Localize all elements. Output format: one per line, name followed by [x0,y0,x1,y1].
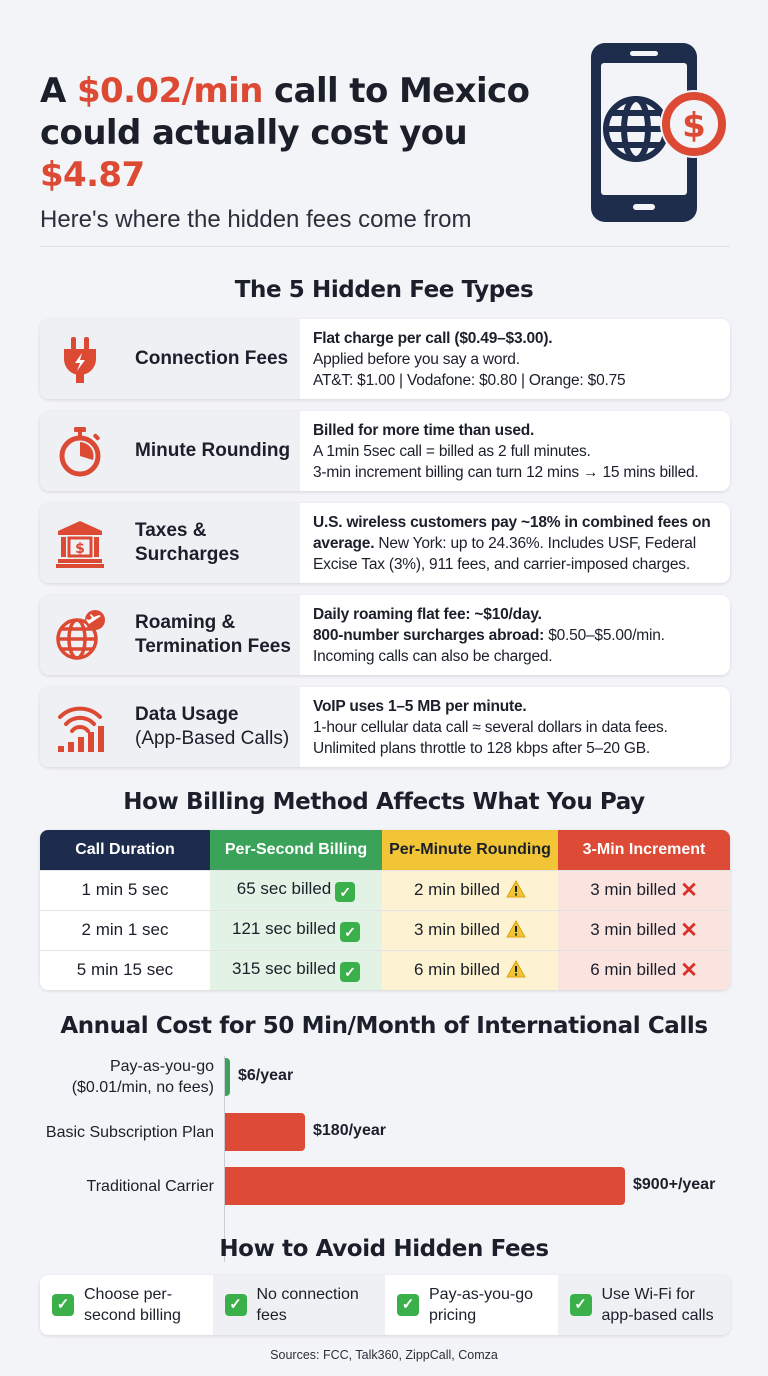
fee-label: Data Usage (App-Based Calls) [135,704,290,749]
fee-description: VoIP uses 1–5 MB per minute. 1-hour cell… [313,697,668,757]
tip-item: ✓ Pay-as-you-go pricing [385,1275,558,1335]
table-cell: 2 min 1 sec [40,909,210,950]
fee-card-connection: Connection Fees Flat charge per call ($0… [40,319,730,399]
svg-text:$: $ [682,106,706,146]
check-icon: ✓ [335,881,356,902]
table-cell: 1 min 5 sec [40,869,210,910]
bar-category-label: Pay-as-you-go ($0.01/min, no fees) [71,1058,214,1096]
table-cell: 6 min billed ✕ [558,949,730,990]
column-header: Call Duration [40,830,210,870]
table-header-row: Call Duration Per-Second Billing Per-Min… [40,830,730,870]
fee-label: Connection Fees [135,348,289,369]
fee-label: Minute Rounding [135,440,291,461]
title-highlight-rate: $0.02/min [76,71,263,111]
tip-item: ✓ Choose per-second billing [40,1275,213,1335]
check-icon: ✓ [397,1294,419,1316]
check-icon: ✓ [224,1294,247,1316]
bar-row: Traditional Carrier $900+/year [0,1167,768,1205]
warning-icon [506,880,526,898]
check-icon: ✓ [569,1294,592,1316]
bar-row: Basic Subscription Plan $180/year [0,1113,768,1151]
bank-icon: $ [56,521,104,568]
column-header: 3-Min Increment [558,830,730,870]
sources: Sources: FCC, Talk360, ZippCall, Comza [270,1348,498,1362]
globe-plane-icon [56,610,105,660]
table-row: 5 min 15 sec 315 sec billed ✓ 6 min bille… [40,949,730,990]
warning-icon [506,960,526,978]
avoid-title: How to Avoid Hidden Fees [219,1236,549,1262]
bar-category-label: Basic Subscription Plan [45,1123,214,1141]
table-row: 1 min 5 sec 65 sec billed ✓ 2 min billed … [40,869,730,910]
check-icon: ✓ [339,961,360,982]
bar-value-label: $900+/year [633,1176,716,1193]
fee-label: Taxes & Surcharges [135,520,240,565]
cross-icon: ✕ [680,879,698,902]
fee-description: Billed for more time than used. A 1min 5… [313,421,699,481]
fee-label: Roaming & Termination Fees [135,612,291,657]
table-cell: 121 sec billed ✓ [210,909,382,950]
bar [225,1113,305,1151]
fee-description: Flat charge per call ($0.49–$3.00). Appl… [313,329,626,389]
fee-description: Daily roaming flat fee: ~$10/day. 800-nu… [313,605,665,665]
wifi-signal-icon [58,706,104,752]
cross-icon: ✕ [680,959,698,983]
chart-axis [224,1056,225,1262]
table-cell: 3 min billed [382,909,558,950]
annual-cost-chart: Pay-as-you-go ($0.01/min, no fees) $6/year… [0,1050,768,1262]
header-divider [40,246,730,247]
bar [225,1167,625,1205]
check-icon: ✓ [339,921,360,942]
billing-title: How Billing Method Affects What You Pay [123,789,645,815]
tip-item: ✓ Use Wi-Fi for app-based calls [557,1275,730,1335]
fee-card-data: Data Usage (App-Based Calls) VoIP uses 1–… [40,687,730,767]
billing-table: Call Duration Per-Second Billing Per-Min… [40,830,730,990]
fee-card-roaming: Roaming & Termination Fees Daily roaming… [40,595,730,675]
bar-value-label: $180/year [313,1122,386,1139]
column-header: Per-Minute Rounding [382,830,558,870]
svg-text:$: $ [75,541,85,557]
table-row: 2 min 1 sec 121 sec billed ✓ 3 min billed… [40,909,730,950]
bar-category-label: Traditional Carrier [86,1177,214,1195]
avoid-tips: ✓ Choose per-second billing ✓ No connectio… [40,1275,730,1335]
bar [225,1058,230,1096]
page-title: A $0.02/min call to Mexico could actuall… [40,71,530,195]
tip-item: ✓ No connection fees [212,1275,385,1335]
title-highlight-cost: $4.87 [40,155,145,195]
table-cell: 5 min 15 sec [40,949,210,990]
table-cell: 65 sec billed ✓ [210,869,382,910]
warning-icon [506,920,526,938]
fee-card-taxes: $ Taxes & Surcharges U.S. wireless custo… [40,503,730,583]
table-cell: 3 min billed ✕ [558,869,730,910]
hero: A $0.02/min call to Mexico could actuall… [40,70,580,234]
column-header: Per-Second Billing [210,830,382,870]
table-cell: 2 min billed [382,869,558,910]
plug-icon [64,337,96,383]
check-icon: ✓ [52,1294,74,1316]
table-cell: 315 sec billed ✓ [210,949,382,990]
stopwatch-icon [59,427,101,477]
table-cell: 3 min billed ✕ [558,909,730,950]
bar-value-label: $6/year [238,1067,294,1084]
cross-icon: ✕ [680,919,698,942]
fee-card-rounding: Minute Rounding Billed for more time tha… [40,411,730,491]
phone-globe-dollar-icon: $ [591,43,728,222]
page-subtitle: Here's where the hidden fees come from [40,206,472,233]
table-cell: 6 min billed [382,949,558,990]
fee-description: U.S. wireless customers pay ~18% in comb… [313,513,711,573]
bar-row: Pay-as-you-go ($0.01/min, no fees) $6/year [0,1058,768,1096]
annual-cost-title: Annual Cost for 50 Min/Month of Internat… [60,1013,708,1039]
fees-title: The 5 Hidden Fee Types [234,277,534,303]
